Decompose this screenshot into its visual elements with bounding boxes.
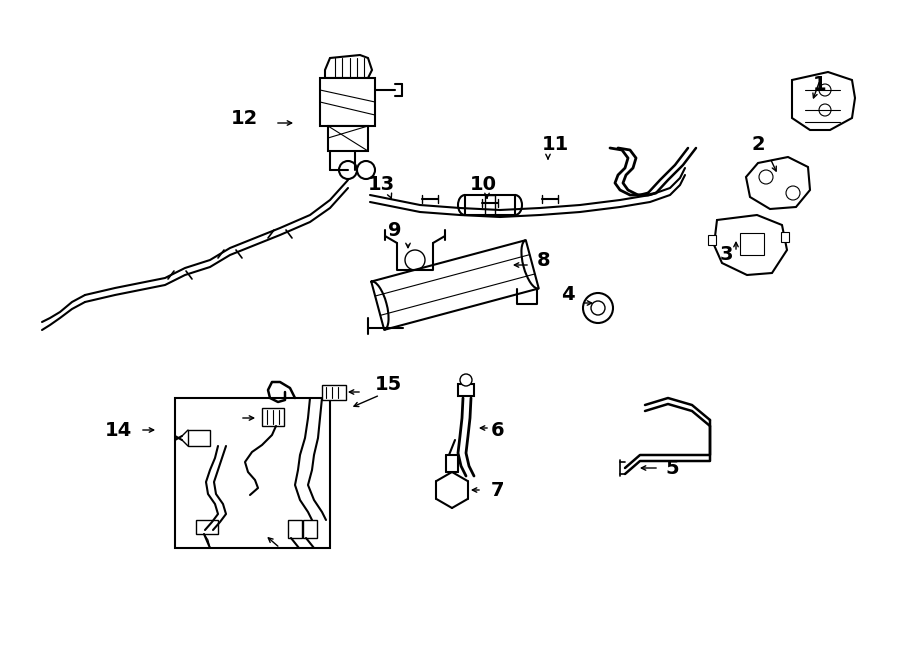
Circle shape	[460, 374, 472, 386]
Text: 4: 4	[562, 286, 575, 305]
Circle shape	[339, 161, 357, 179]
Text: 14: 14	[104, 420, 131, 440]
Text: 13: 13	[367, 176, 394, 194]
Text: 15: 15	[374, 375, 401, 395]
Text: 5: 5	[665, 459, 679, 477]
Bar	[196, 520, 218, 534]
Circle shape	[819, 84, 831, 96]
Polygon shape	[746, 157, 810, 209]
Text: 10: 10	[470, 176, 497, 194]
Polygon shape	[714, 215, 787, 275]
Text: 2: 2	[752, 136, 765, 155]
Bar	[262, 408, 284, 426]
Text: 11: 11	[542, 136, 569, 155]
Circle shape	[357, 161, 375, 179]
Bar	[465, 195, 515, 215]
Circle shape	[786, 186, 800, 200]
Text: 1: 1	[814, 75, 827, 95]
Text: 7: 7	[491, 481, 505, 500]
Bar	[188, 430, 210, 446]
Bar	[328, 126, 368, 151]
Text: 9: 9	[388, 221, 401, 239]
Bar	[288, 520, 302, 538]
Text: 8: 8	[537, 251, 551, 270]
Circle shape	[759, 170, 773, 184]
Polygon shape	[792, 72, 855, 130]
Circle shape	[819, 104, 831, 116]
Circle shape	[405, 250, 425, 270]
Bar	[175, 398, 330, 548]
Bar	[740, 233, 764, 255]
Circle shape	[583, 293, 613, 323]
Text: 12: 12	[230, 108, 257, 128]
Bar	[322, 385, 346, 400]
Polygon shape	[325, 55, 372, 78]
Bar	[781, 232, 789, 242]
Bar	[458, 384, 474, 396]
Bar	[708, 235, 716, 245]
Circle shape	[591, 301, 605, 315]
Text: 6: 6	[491, 420, 505, 440]
Text: 3: 3	[719, 245, 733, 264]
Bar	[320, 78, 375, 126]
Bar	[303, 520, 317, 538]
